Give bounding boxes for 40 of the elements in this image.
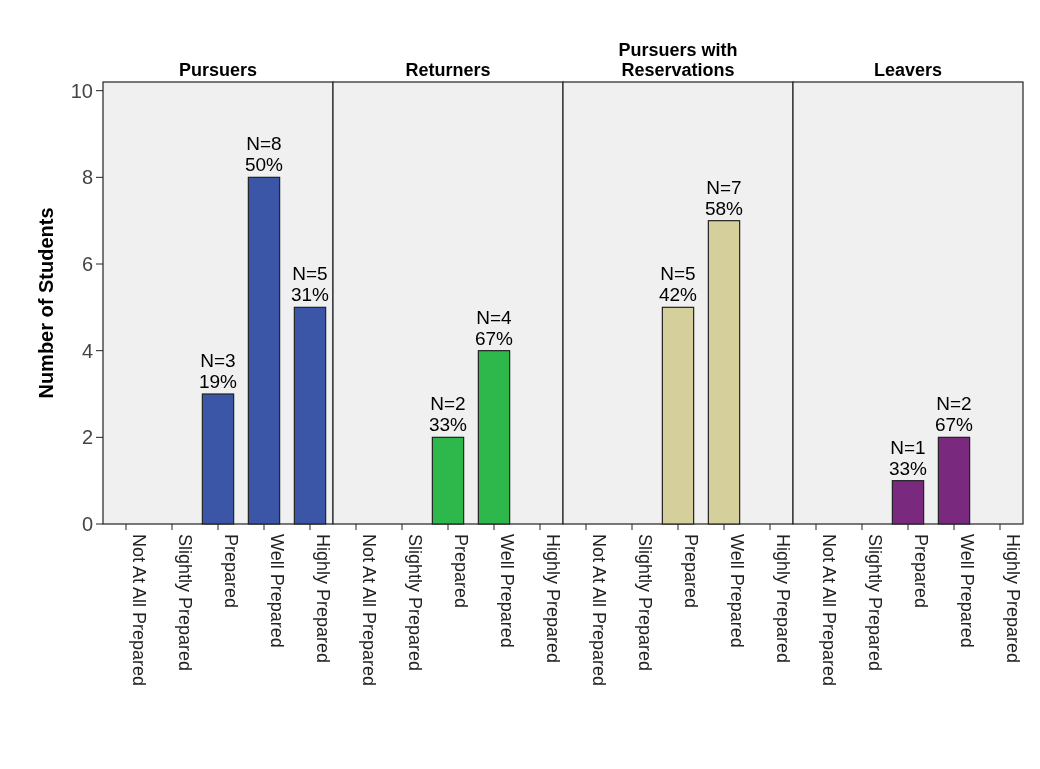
- chart-title: Pursuers with Reservations: [618, 40, 738, 80]
- x-tick-label: Highly Prepared: [1003, 534, 1023, 664]
- x-tick-label: Not At All Prepared: [359, 534, 379, 687]
- x-tick-label: Well Prepared: [497, 534, 517, 648]
- x-tick-label: Slightly Prepared: [175, 534, 195, 672]
- data-label: N=5 31%: [290, 263, 330, 306]
- y-tick-label: 4: [81, 339, 93, 362]
- y-tick-label: 6: [81, 253, 93, 275]
- x-tick-label: Well Prepared: [957, 534, 977, 648]
- x-tick-label: Prepared: [451, 534, 471, 609]
- y-tick-label: 0: [81, 513, 93, 535]
- x-tick-label: Prepared: [221, 534, 241, 609]
- chart-title: Pursuers: [178, 60, 258, 80]
- data-label: N=7 58%: [704, 176, 744, 219]
- x-tick-label: Prepared: [911, 534, 931, 609]
- x-tick-label: Highly Prepared: [543, 534, 563, 664]
- y-axis-title: Number of Students: [35, 207, 57, 399]
- chart-title: Leavers: [873, 60, 943, 80]
- y-tick-label: 8: [81, 166, 93, 189]
- x-tick-label: Slightly Prepared: [405, 534, 425, 672]
- data-label: N=2 33%: [428, 393, 468, 436]
- y-tick-label: 2: [81, 426, 93, 449]
- x-tick-label: Highly Prepared: [773, 534, 793, 664]
- data-label: N=5 42%: [658, 263, 698, 306]
- data-label: N=2 67%: [934, 393, 974, 436]
- x-tick-label: Slightly Prepared: [635, 534, 655, 672]
- x-tick-label: Not At All Prepared: [589, 534, 609, 687]
- x-tick-label: Well Prepared: [727, 534, 747, 648]
- x-tick-label: Prepared: [681, 534, 701, 609]
- chart-title: Returners: [405, 60, 491, 80]
- x-tick-label: Highly Prepared: [313, 534, 333, 664]
- data-label: N=1 33%: [888, 436, 928, 479]
- y-tick-label: 10: [70, 79, 93, 102]
- x-tick-label: Not At All Prepared: [129, 534, 149, 687]
- data-label: N=4 67%: [474, 306, 514, 349]
- data-label: N=3 19%: [198, 350, 238, 392]
- x-tick-label: Not At All Prepared: [819, 534, 839, 687]
- data-label: N=8 50%: [244, 133, 284, 176]
- x-tick-label: Slightly Prepared: [865, 534, 885, 672]
- x-tick-label: Well Prepared: [267, 534, 287, 648]
